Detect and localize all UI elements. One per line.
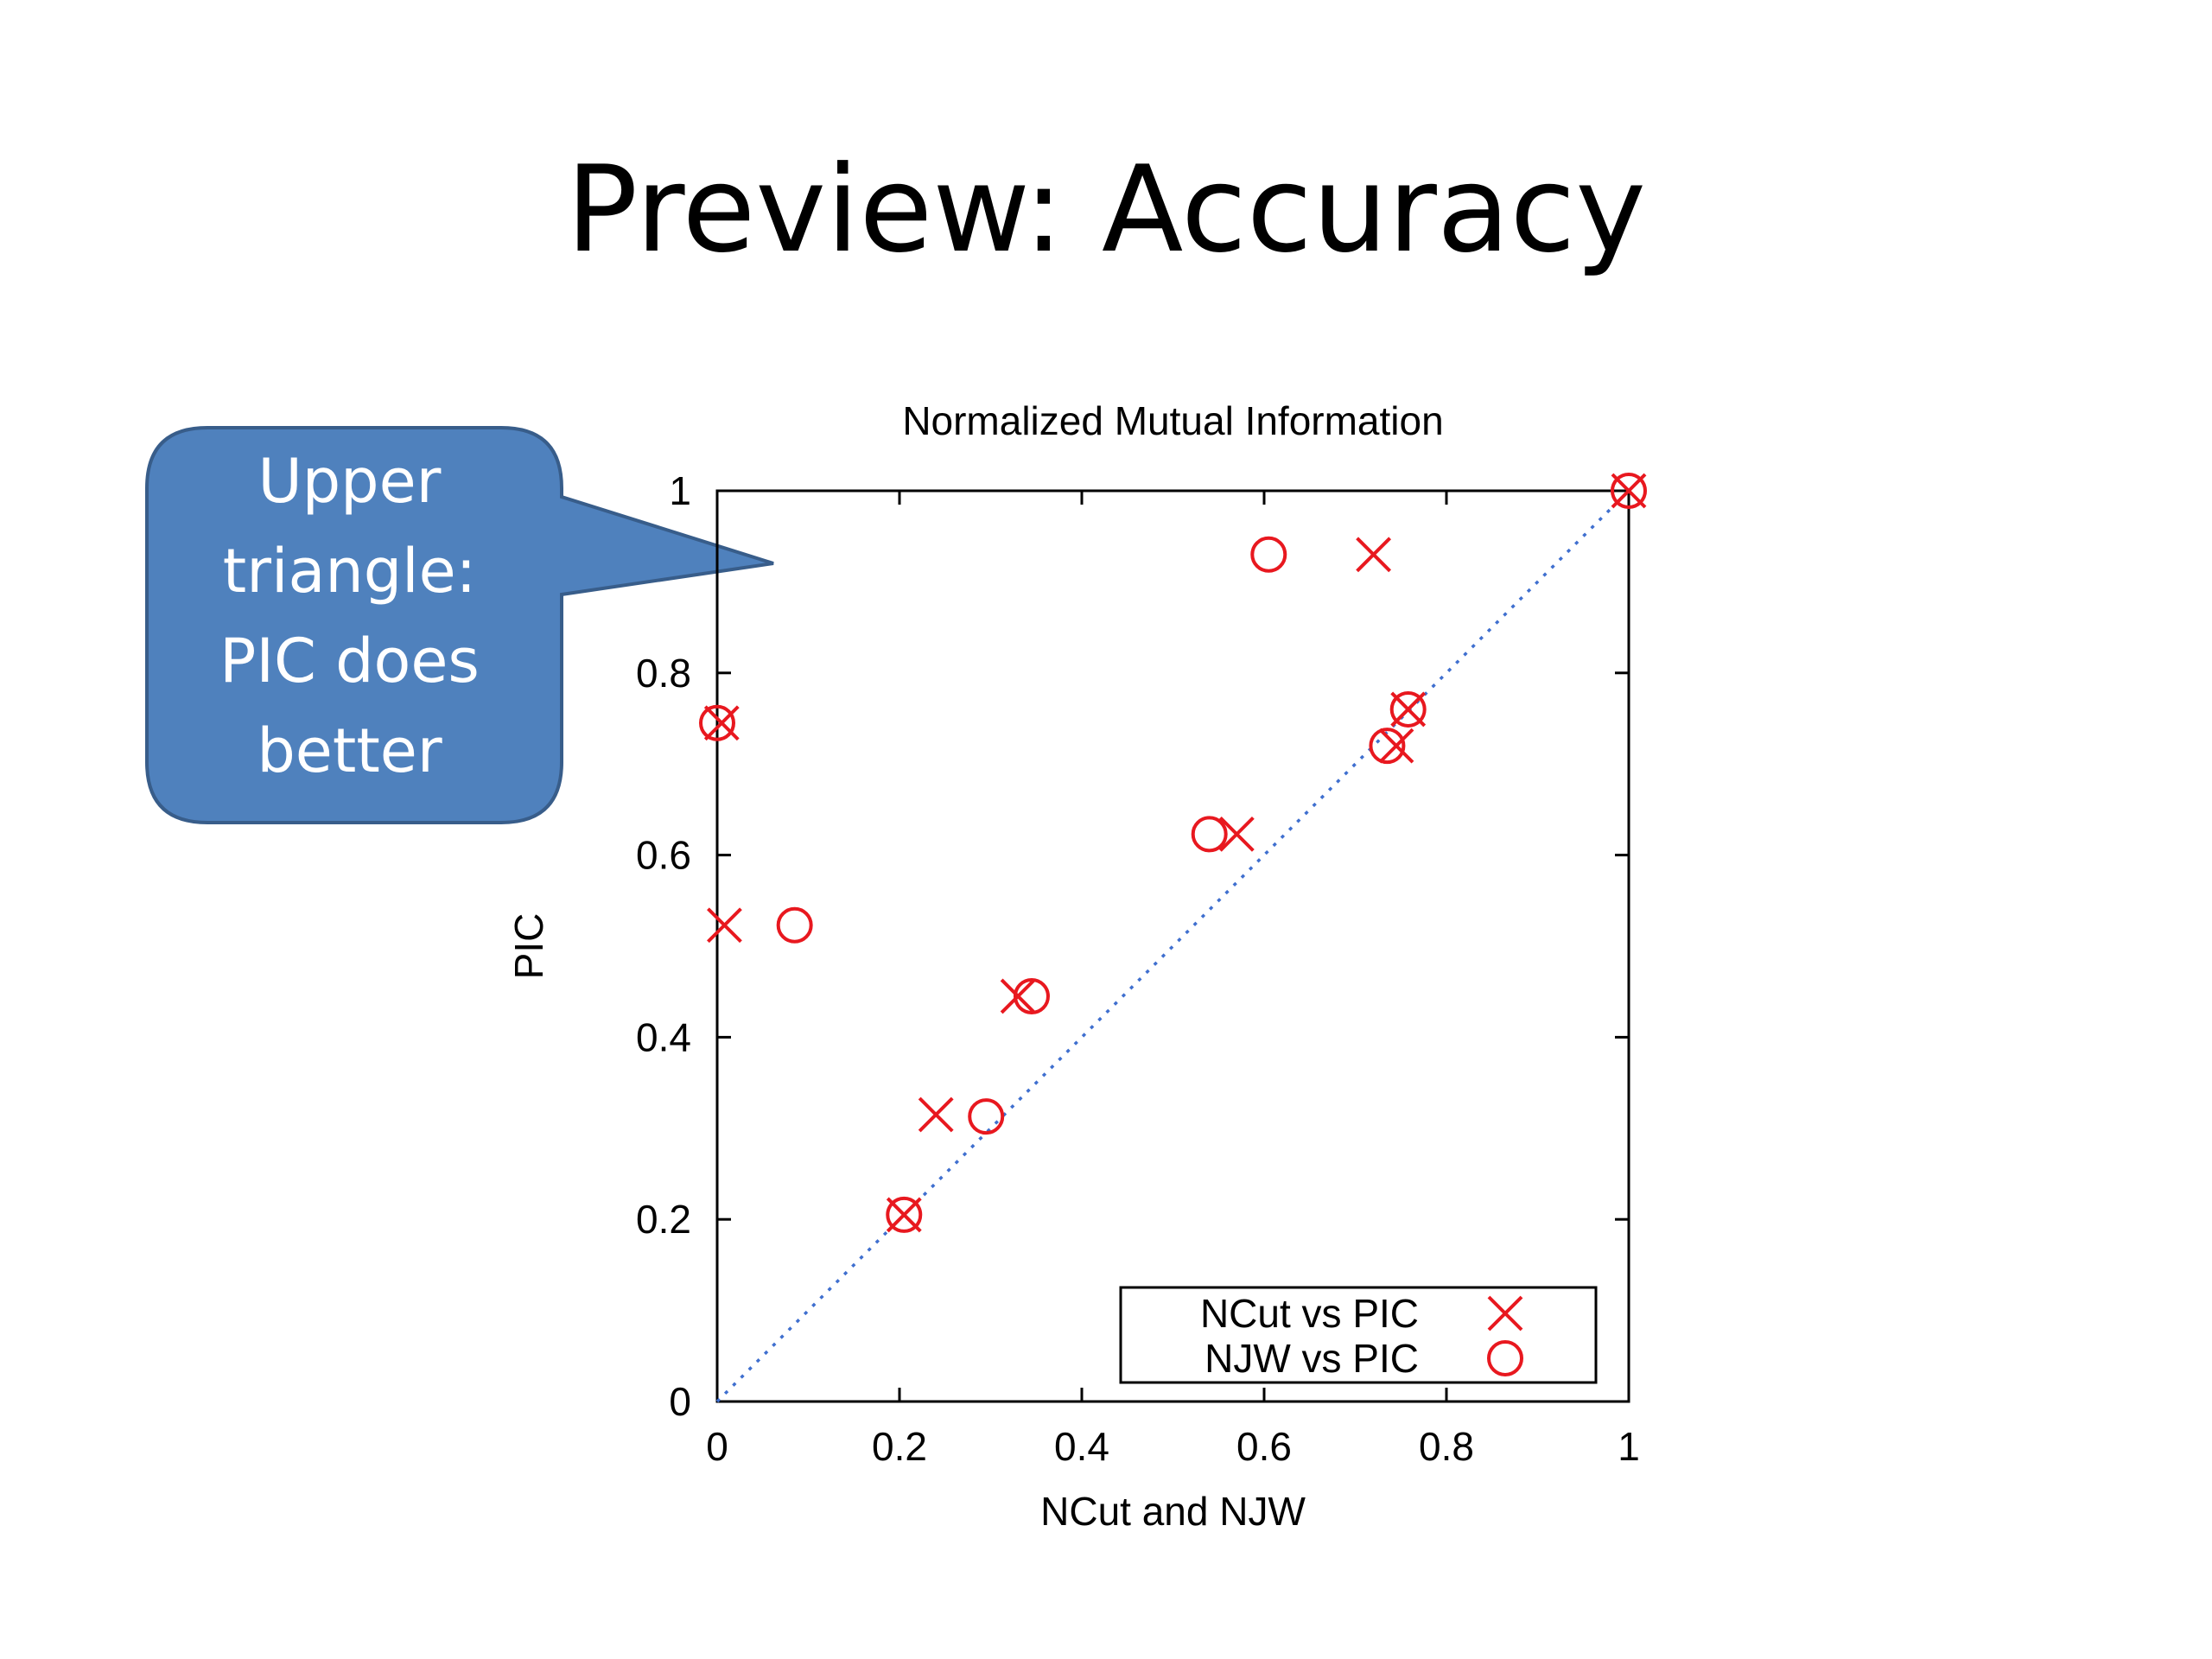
ncut-point xyxy=(703,705,740,741)
x-tick-label: 1 xyxy=(1618,1424,1640,1469)
njw-point xyxy=(1389,690,1427,728)
x-tick-label: 0.4 xyxy=(1054,1424,1109,1469)
x-tick-label: 0 xyxy=(706,1424,728,1469)
callout-line: Upper xyxy=(257,446,442,517)
ncut-point xyxy=(918,1096,954,1133)
x-marker-stroke xyxy=(703,705,740,741)
y-tick-label: 0 xyxy=(669,1379,691,1424)
y-tick-label: 1 xyxy=(669,468,691,513)
legend-x-marker xyxy=(1487,1295,1523,1332)
ncut-point xyxy=(1356,537,1392,573)
y-tick-label: 0.2 xyxy=(636,1197,691,1242)
ncut-point xyxy=(1378,728,1414,764)
legend-label: NCut vs PIC xyxy=(1200,1291,1419,1336)
njw-point xyxy=(1250,536,1287,573)
y-axis-label: PIC xyxy=(506,913,551,980)
callout-bubble xyxy=(145,426,774,824)
callout-line: triangle: xyxy=(222,536,477,607)
callout-text: Upper triangle: PIC does better xyxy=(149,436,550,796)
legend-label: NJW vs PIC xyxy=(1205,1336,1419,1381)
x-marker-stroke xyxy=(1000,978,1036,1014)
x-tick-label: 0.2 xyxy=(872,1424,927,1469)
njw-point xyxy=(699,704,735,741)
x-marker-stroke xyxy=(1218,816,1255,852)
njw-point xyxy=(776,906,813,944)
y-tick-label: 0.6 xyxy=(636,833,691,878)
x-tick-label: 0.8 xyxy=(1419,1424,1474,1469)
x-tick-label: 0.6 xyxy=(1236,1424,1292,1469)
njw-point xyxy=(886,1196,923,1233)
x-marker-stroke xyxy=(707,907,742,944)
slide-title: Preview: Accuracy xyxy=(565,140,1647,279)
x-marker-stroke xyxy=(918,1096,954,1133)
x-marker-stroke xyxy=(1487,1295,1523,1332)
chart-title: Normalized Mutual Information xyxy=(902,398,1443,443)
plot-frame xyxy=(715,489,1630,1403)
ncut-point xyxy=(1000,978,1036,1014)
njw-point xyxy=(968,1098,1005,1135)
y-tick-label: 0.4 xyxy=(636,1014,691,1059)
diagonal-line xyxy=(715,489,1630,1403)
y-tick-label: 0.8 xyxy=(636,651,691,696)
ncut-point xyxy=(1218,816,1255,852)
x-marker-stroke xyxy=(1378,728,1414,764)
njw-point xyxy=(1369,728,1406,765)
njw-point xyxy=(1611,473,1647,509)
njw-point xyxy=(1191,816,1228,853)
callout-line: better xyxy=(257,715,442,786)
x-marker-stroke xyxy=(1356,537,1392,573)
njw-point xyxy=(1013,977,1050,1014)
x-axis-label: NCut and NJW xyxy=(1040,1489,1306,1534)
ncut-point xyxy=(707,907,742,944)
callout-line: PIC does xyxy=(219,626,480,696)
legend-o-marker xyxy=(1487,1340,1523,1376)
